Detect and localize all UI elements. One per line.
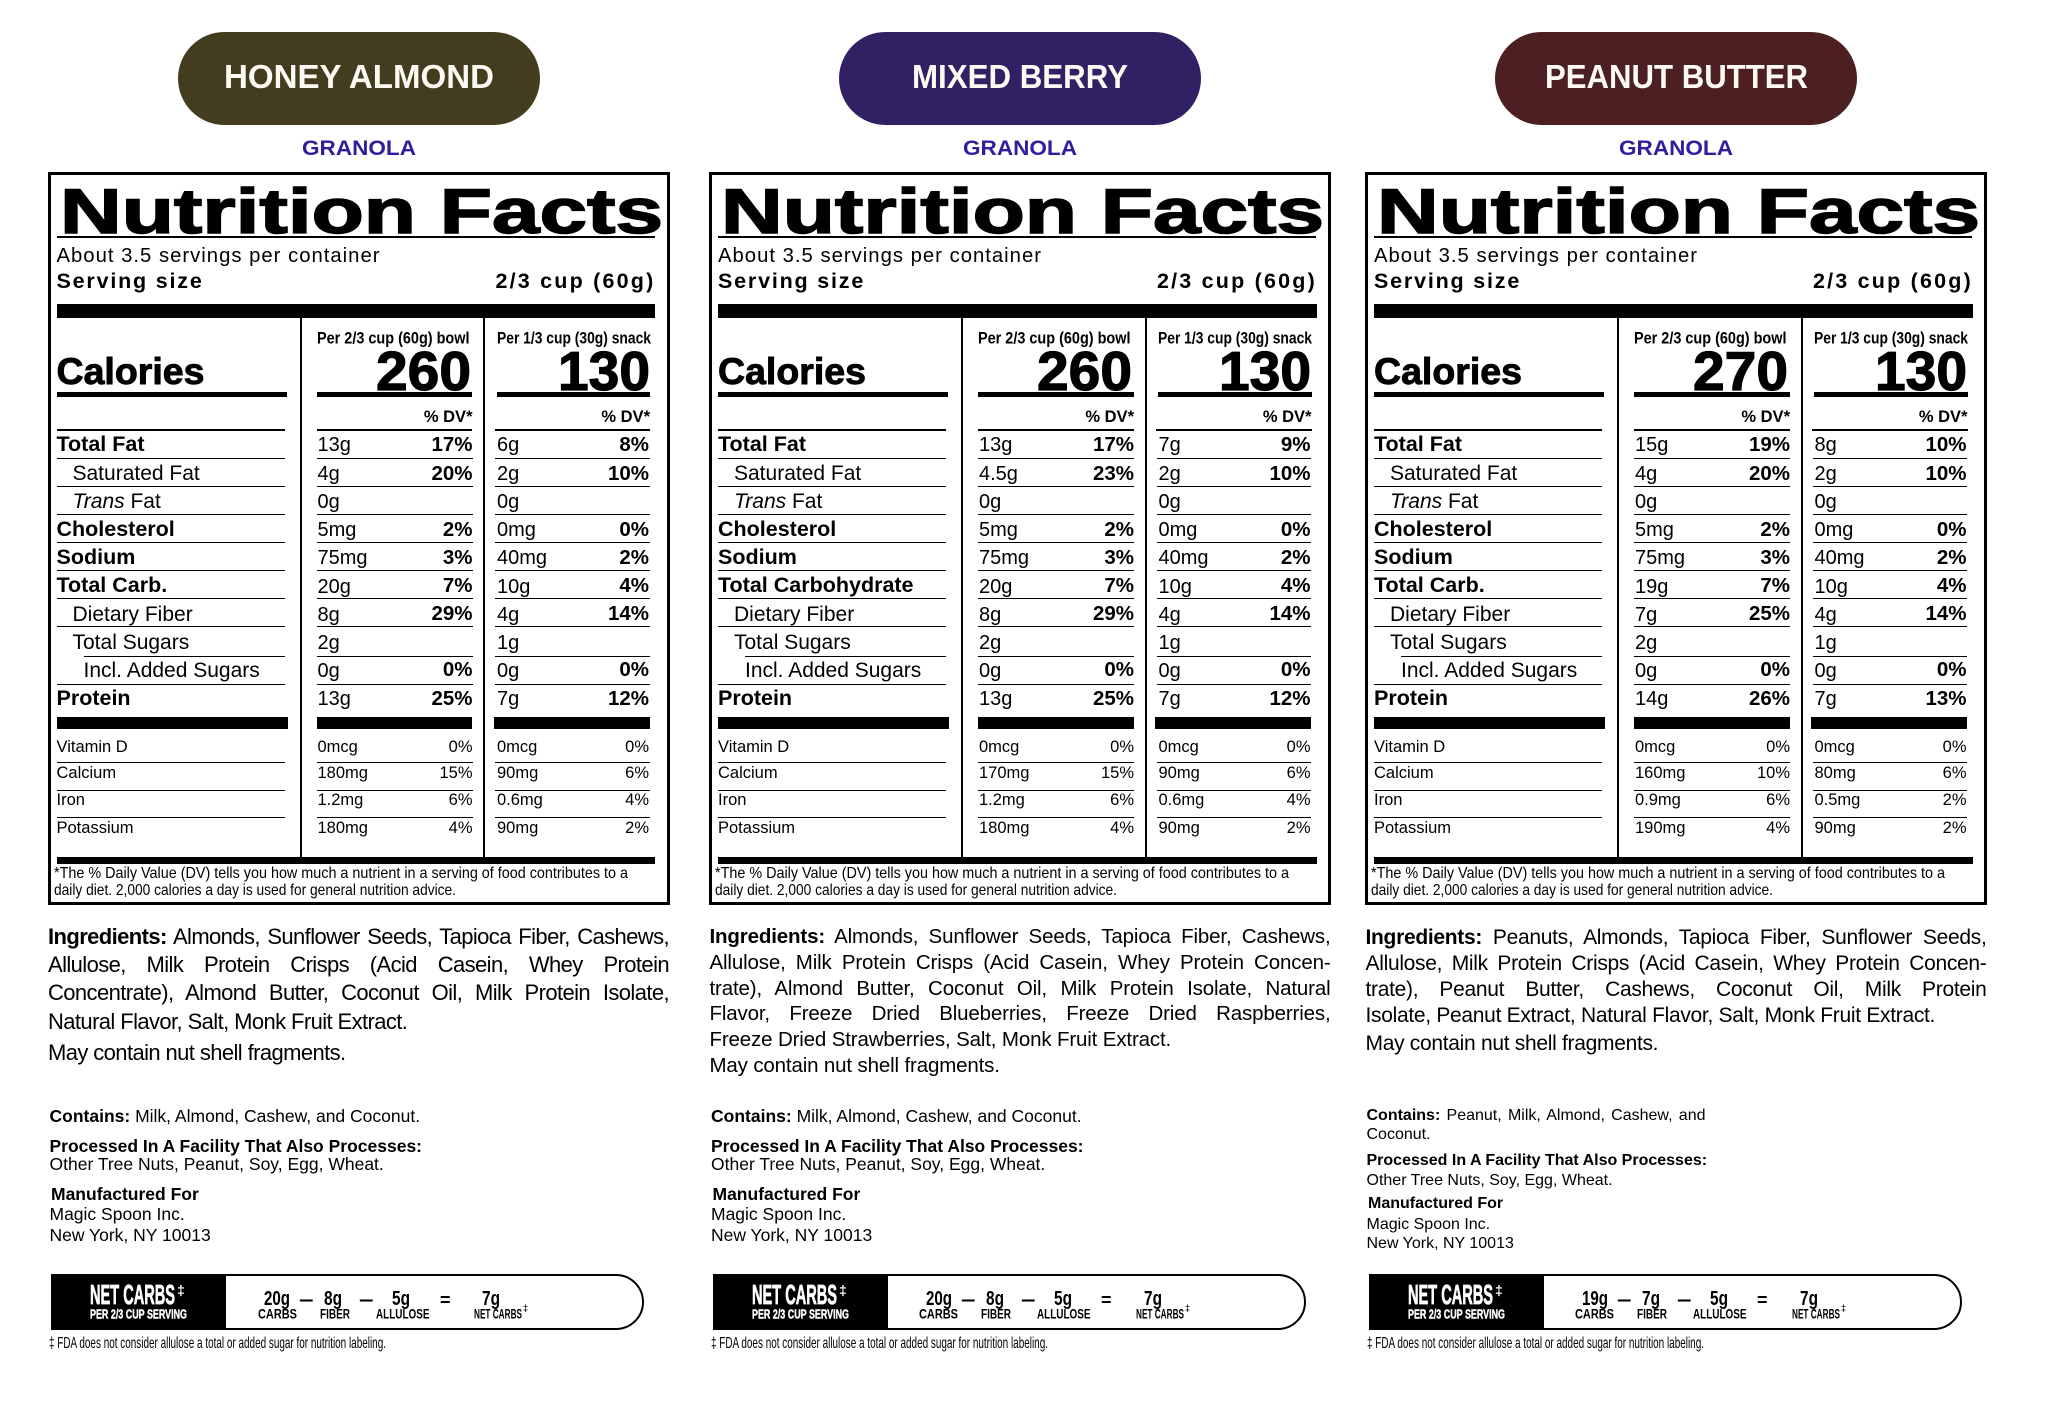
svg-text:PEANUT BUTTER: PEANUT BUTTER — [1545, 58, 1808, 95]
svg-text:‡ FDA does not consider allulo: ‡ FDA does not consider allulose a total… — [1367, 1335, 1704, 1352]
svg-text:*The % Daily Value (DV) tells: *The % Daily Value (DV) tells you how mu… — [715, 865, 1289, 882]
svg-text:PER 2/3 CUP SERVING: PER 2/3 CUP SERVING — [752, 1307, 849, 1321]
svg-text:‡: ‡ — [1495, 1282, 1503, 1298]
svg-text:NET CARBS: NET CARBS — [1792, 1306, 1840, 1321]
svg-text:260: 260 — [376, 340, 471, 402]
svg-text:daily diet. 2,000 calories a d: daily diet. 2,000 calories a day is used… — [715, 882, 1117, 899]
svg-text:–: – — [1677, 1289, 1692, 1311]
svg-text:=: = — [1101, 1290, 1112, 1310]
svg-text:Nutrition Facts: Nutrition Facts — [1377, 177, 1980, 247]
svg-text:FIBER: FIBER — [1637, 1306, 1667, 1321]
svg-text:Per 1/3 cup (30g) snack: Per 1/3 cup (30g) snack — [497, 329, 652, 347]
svg-text:5g: 5g — [1710, 1288, 1728, 1310]
svg-text:Per 2/3 cup (60g) bowl: Per 2/3 cup (60g) bowl — [1634, 329, 1787, 347]
svg-text:NET CARBS: NET CARBS — [90, 1279, 175, 1310]
svg-text:FIBER: FIBER — [320, 1306, 350, 1321]
svg-text:*The % Daily Value (DV) tells: *The % Daily Value (DV) tells you how mu… — [54, 865, 628, 882]
svg-text:19g: 19g — [1582, 1288, 1608, 1310]
svg-text:Per 1/3 cup (30g) snack: Per 1/3 cup (30g) snack — [1158, 329, 1313, 347]
svg-text:130: 130 — [1219, 340, 1311, 402]
svg-text:daily diet. 2,000 calories a d: daily diet. 2,000 calories a day is used… — [1371, 882, 1773, 899]
svg-text:Per 1/3 cup (30g) snack: Per 1/3 cup (30g) snack — [1814, 329, 1969, 347]
svg-text:130: 130 — [558, 340, 650, 402]
svg-text:–: – — [299, 1289, 314, 1311]
svg-text:CARBS: CARBS — [919, 1306, 958, 1321]
svg-text:8g: 8g — [986, 1288, 1004, 1310]
svg-text:MIXED BERRY: MIXED BERRY — [912, 58, 1128, 95]
svg-text:ALLULOSE: ALLULOSE — [1037, 1306, 1091, 1321]
svg-text:GRANOLA: GRANOLA — [963, 137, 1077, 160]
svg-text:Nutrition Facts: Nutrition Facts — [721, 177, 1324, 247]
svg-text:5g: 5g — [392, 1288, 410, 1310]
svg-text:20g: 20g — [264, 1288, 290, 1310]
svg-text:*The % Daily Value (DV) tells: *The % Daily Value (DV) tells you how mu… — [1371, 865, 1945, 882]
svg-text:Per 2/3 cup (60g) bowl: Per 2/3 cup (60g) bowl — [317, 329, 470, 347]
svg-text:NET CARBS: NET CARBS — [1408, 1279, 1493, 1310]
svg-text:130: 130 — [1875, 340, 1967, 402]
svg-text:270: 270 — [1693, 340, 1788, 402]
svg-text:=: = — [1757, 1290, 1768, 1310]
svg-text:‡: ‡ — [523, 1303, 528, 1313]
svg-text:PER 2/3 CUP SERVING: PER 2/3 CUP SERVING — [90, 1307, 187, 1321]
svg-text:7g: 7g — [1800, 1288, 1818, 1310]
svg-text:GRANOLA: GRANOLA — [302, 137, 416, 160]
svg-text:Nutrition Facts: Nutrition Facts — [60, 177, 663, 247]
svg-text:260: 260 — [1037, 340, 1132, 402]
svg-text:ALLULOSE: ALLULOSE — [376, 1306, 430, 1321]
svg-text:NET CARBS: NET CARBS — [752, 1279, 837, 1310]
svg-text:NET CARBS: NET CARBS — [1136, 1306, 1184, 1321]
svg-text:Per 2/3 cup (60g) bowl: Per 2/3 cup (60g) bowl — [978, 329, 1131, 347]
svg-text:NET CARBS: NET CARBS — [474, 1306, 522, 1321]
svg-text:‡ FDA does not consider allulo: ‡ FDA does not consider allulose a total… — [711, 1335, 1048, 1352]
svg-text:–: – — [359, 1289, 374, 1311]
svg-text:20g: 20g — [926, 1288, 952, 1310]
svg-text:ALLULOSE: ALLULOSE — [1693, 1306, 1747, 1321]
svg-text:7g: 7g — [1144, 1288, 1162, 1310]
svg-text:7g: 7g — [1642, 1288, 1660, 1310]
svg-text:CARBS: CARBS — [1575, 1306, 1614, 1321]
svg-text:–: – — [1021, 1289, 1036, 1311]
svg-text:7g: 7g — [482, 1288, 500, 1310]
svg-text:HONEY ALMOND: HONEY ALMOND — [224, 58, 494, 95]
svg-text:GRANOLA: GRANOLA — [1619, 137, 1733, 160]
svg-text:‡: ‡ — [177, 1282, 185, 1298]
svg-text:‡ FDA does not consider allulo: ‡ FDA does not consider allulose a total… — [49, 1335, 386, 1352]
svg-text:FIBER: FIBER — [981, 1306, 1011, 1321]
svg-text:daily diet. 2,000 calories a d: daily diet. 2,000 calories a day is used… — [54, 882, 456, 899]
svg-text:5g: 5g — [1054, 1288, 1072, 1310]
svg-text:‡: ‡ — [839, 1282, 847, 1298]
svg-text:CARBS: CARBS — [258, 1306, 297, 1321]
svg-text:–: – — [1617, 1289, 1632, 1311]
svg-text:‡: ‡ — [1841, 1303, 1846, 1313]
svg-text:PER 2/3 CUP SERVING: PER 2/3 CUP SERVING — [1408, 1307, 1505, 1321]
svg-text:8g: 8g — [324, 1288, 342, 1310]
svg-text:‡: ‡ — [1185, 1303, 1190, 1313]
svg-text:–: – — [961, 1289, 976, 1311]
svg-text:=: = — [440, 1290, 451, 1310]
